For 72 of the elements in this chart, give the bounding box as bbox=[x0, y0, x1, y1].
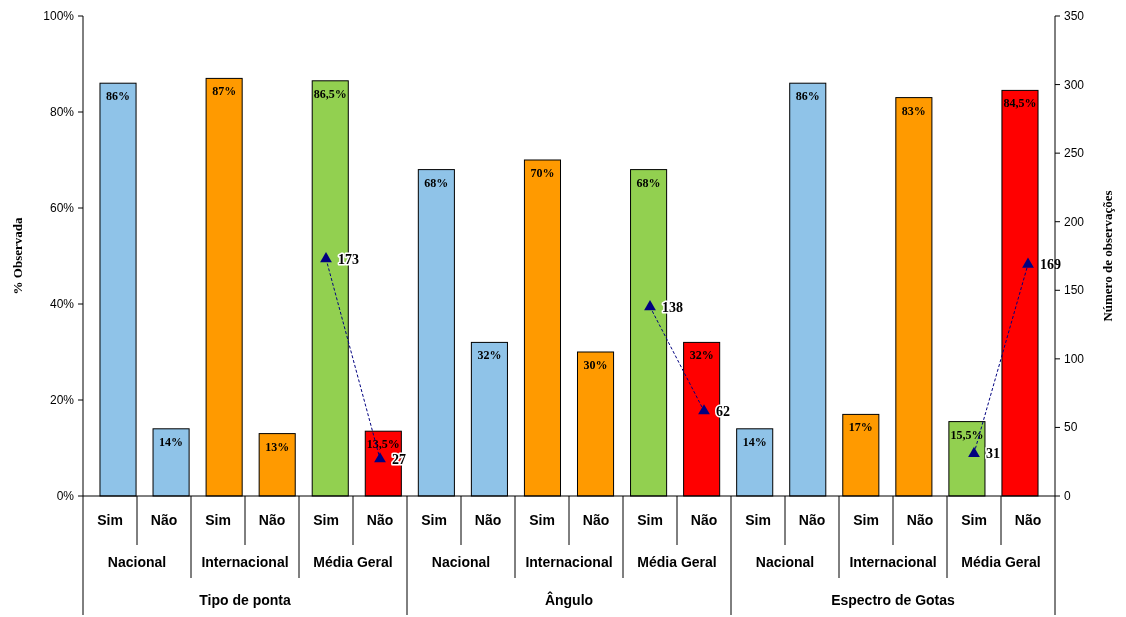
y2-tick-label: 0 bbox=[1064, 489, 1071, 503]
point bbox=[644, 299, 656, 311]
data-label: 84,5% bbox=[1003, 96, 1037, 111]
text: Tipo de ponta bbox=[199, 592, 291, 608]
y2-tick-label: 200 bbox=[1064, 214, 1085, 229]
text: Ângulo bbox=[544, 591, 594, 608]
x-tick-label: Não bbox=[258, 512, 286, 528]
point bbox=[374, 452, 386, 463]
y2-tick-label: 300 bbox=[1064, 77, 1085, 92]
text: Média Geral bbox=[313, 554, 393, 570]
x-tick-label: Sim bbox=[313, 512, 339, 528]
text: Espectro de Gotas bbox=[831, 592, 956, 608]
text: Nacional bbox=[107, 554, 167, 570]
x-tick-label: Não bbox=[150, 512, 178, 528]
y2-tick-label: 150 bbox=[1064, 283, 1085, 298]
y2-tick-label: 50 bbox=[1064, 420, 1078, 435]
data-label: 30% bbox=[583, 358, 608, 372]
data-label: 86,5% bbox=[313, 86, 347, 101]
x-tick-label: Não bbox=[690, 512, 718, 528]
y-axis-title: % Observada bbox=[10, 217, 25, 295]
y2-tick-label: 350 bbox=[1064, 9, 1085, 23]
data-label: 31 bbox=[986, 446, 1000, 462]
data-label: 87% bbox=[212, 84, 237, 99]
x-tick-label: Não bbox=[1014, 512, 1042, 528]
x-tick-label: Não bbox=[582, 512, 610, 528]
data-label: 17% bbox=[848, 420, 873, 435]
y-tick-label: 0% bbox=[56, 489, 75, 503]
data-label: 86% bbox=[795, 89, 820, 104]
text: Nacional bbox=[755, 554, 815, 570]
text: Internacional bbox=[849, 554, 937, 570]
data-label: 68% bbox=[424, 175, 449, 190]
x-tick-label: Sim bbox=[205, 512, 231, 528]
y-tick-label: 20% bbox=[49, 393, 75, 407]
point bbox=[320, 251, 332, 263]
x-tick-label: Não bbox=[906, 512, 934, 528]
x-tick-label: Sim bbox=[97, 512, 123, 528]
text: Internacional bbox=[525, 554, 613, 570]
data-label: 13% bbox=[265, 439, 290, 454]
y2-tick-label: 100 bbox=[1064, 351, 1085, 366]
point bbox=[968, 446, 980, 457]
data-label: 32% bbox=[689, 348, 714, 363]
x-tick-label: Sim bbox=[745, 512, 771, 528]
y-tick-label: 60% bbox=[49, 201, 75, 215]
data-label: 70% bbox=[530, 166, 555, 180]
x-tick-label: Não bbox=[366, 512, 394, 528]
y2-axis-title: Número de observações bbox=[1100, 190, 1115, 322]
data-label: 15,5% bbox=[950, 427, 984, 442]
data-label: 169 bbox=[1040, 257, 1061, 273]
text: Internacional bbox=[201, 554, 289, 570]
data-label: 13,5% bbox=[366, 437, 400, 452]
data-label: 68% bbox=[636, 175, 661, 190]
x-tick-label: Sim bbox=[637, 512, 663, 528]
data-label: 14% bbox=[159, 434, 184, 449]
point bbox=[698, 404, 710, 415]
data-label: 32% bbox=[477, 348, 502, 363]
text: Nacional bbox=[431, 554, 491, 570]
x-tick-label: Não bbox=[474, 512, 502, 528]
data-label: 14% bbox=[742, 434, 767, 449]
data-label: 86% bbox=[106, 89, 131, 104]
x-tick-label: Sim bbox=[961, 512, 987, 528]
y-tick-label: 100% bbox=[43, 9, 75, 23]
y2-tick-label: 250 bbox=[1064, 146, 1085, 161]
point bbox=[1022, 257, 1034, 268]
x-tick-label: Sim bbox=[529, 512, 555, 528]
x-tick-label: Não bbox=[798, 512, 826, 528]
text: Média Geral bbox=[961, 554, 1041, 570]
text: Média Geral bbox=[637, 554, 717, 570]
y-tick-label: 80% bbox=[49, 105, 75, 119]
x-tick-label: Sim bbox=[421, 512, 447, 528]
y-tick-label: 40% bbox=[49, 297, 75, 311]
data-label: 83% bbox=[901, 103, 926, 118]
x-tick-label: Sim bbox=[853, 512, 879, 528]
